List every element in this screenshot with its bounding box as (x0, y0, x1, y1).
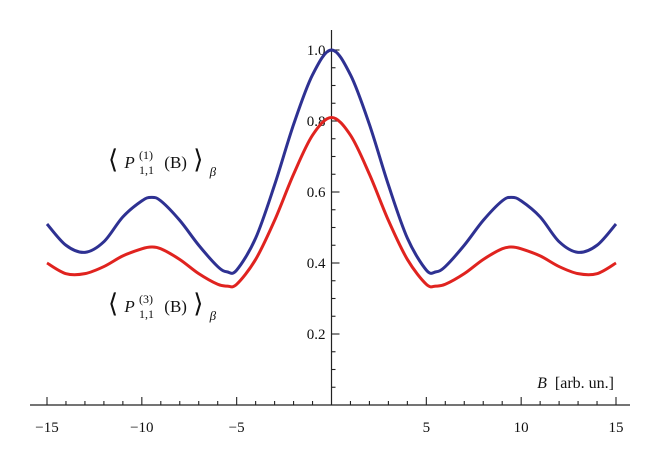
x-tick-label: 15 (609, 420, 624, 436)
series-label-beta: β (209, 164, 217, 179)
series-label-argument: (B) (164, 297, 187, 316)
y-tick-label: 1.0 (307, 43, 326, 59)
series-label-variable: P (123, 297, 134, 316)
series-line-red (46, 115, 617, 289)
x-axis-variable: B (537, 375, 547, 392)
series-label-blue: ⟨ P 1,1 (B) ⟩ β (1) (108, 145, 217, 179)
x-axis-title: B [arb. un.] (537, 375, 614, 392)
axes (30, 30, 630, 406)
y-tick-label: 0.2 (307, 327, 326, 343)
series-label-red: ⟨ P 1,1 (B) ⟩ β (3) (108, 289, 217, 323)
series-label-argument: (B) (164, 153, 187, 172)
x-tick-label: −5 (229, 420, 245, 436)
series-line-blue (45, 48, 618, 275)
series-label-text: ⟨ P 1,1 (B) ⟩ β (108, 289, 217, 323)
series-label-subscript: 1,1 (139, 307, 154, 321)
series-group (45, 48, 618, 289)
x-tick-label: 5 (423, 420, 431, 436)
x-tick-label: −15 (35, 420, 58, 436)
series-label-superscript: (1) (139, 148, 153, 162)
y-tick-label: 0.4 (307, 256, 326, 272)
series-label-beta: β (209, 308, 217, 323)
x-tick-label: −10 (130, 420, 153, 436)
x-ticks: −15 −10 −5 5 10 15 (35, 397, 624, 436)
series-label-variable: P (123, 153, 134, 172)
x-axis-unit: [arb. un.] (555, 375, 614, 392)
series-label-superscript: (3) (139, 292, 153, 306)
y-ticks: 0.20.40.60.81.0 (307, 43, 340, 388)
series-label-text: ⟨ P 1,1 (B) ⟩ β (108, 145, 217, 179)
series-label-subscript: 1,1 (139, 163, 154, 177)
y-tick-label: 0.6 (307, 185, 326, 201)
x-tick-label: 10 (514, 420, 529, 436)
